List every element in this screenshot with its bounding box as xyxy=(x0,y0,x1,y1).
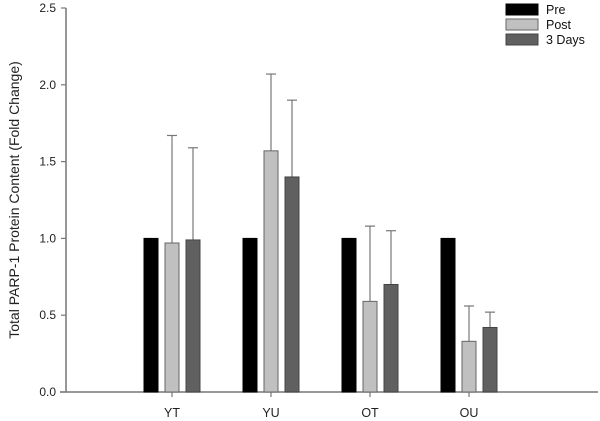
y-tick-label: 2.0 xyxy=(39,78,56,92)
bar-yt-3-days xyxy=(185,239,201,393)
x-tick-label-yt: YT xyxy=(164,406,180,420)
legend-label: Pre xyxy=(546,3,566,17)
bar-yu-post xyxy=(263,150,279,393)
y-tick-label: 0.0 xyxy=(39,385,56,399)
legend-label: Post xyxy=(546,18,572,32)
bar-ou-3-days xyxy=(482,326,498,393)
y-tick-label: 2.5 xyxy=(39,1,56,15)
y-tick-label: 1.0 xyxy=(39,231,56,245)
bar-yu-3-days xyxy=(284,176,300,393)
bar-ot-post xyxy=(362,300,378,393)
y-tick-label: 0.5 xyxy=(39,308,56,322)
bar-yt-pre xyxy=(143,237,159,393)
y-axis-label: Total PARP-1 Protein Content (Fold Chang… xyxy=(6,61,22,339)
bar-yu-pre xyxy=(242,237,258,393)
legend-swatch-pre xyxy=(505,3,539,16)
x-tick-label-ou: OU xyxy=(460,406,479,420)
x-tick-label-ot: OT xyxy=(361,406,379,420)
bar-ou-post xyxy=(461,340,477,393)
bar-ot-3-days xyxy=(383,283,399,393)
legend-swatch-post xyxy=(505,18,539,31)
bar-ot-pre xyxy=(341,237,357,393)
y-tick-label: 1.5 xyxy=(39,155,56,169)
legend-label: 3 Days xyxy=(546,33,585,47)
x-tick-label-yu: YU xyxy=(262,406,279,420)
bar-yt-post xyxy=(164,242,180,393)
bar-ou-pre xyxy=(440,237,456,393)
legend-swatch-3-days xyxy=(505,33,539,46)
